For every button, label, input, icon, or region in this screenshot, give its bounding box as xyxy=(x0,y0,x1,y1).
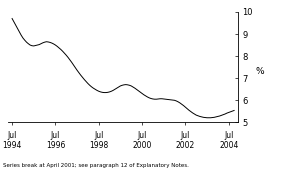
Text: Series break at April 2001; see paragraph 12 of Explanatory Notes.: Series break at April 2001; see paragrap… xyxy=(3,163,189,168)
Y-axis label: %: % xyxy=(256,67,264,76)
